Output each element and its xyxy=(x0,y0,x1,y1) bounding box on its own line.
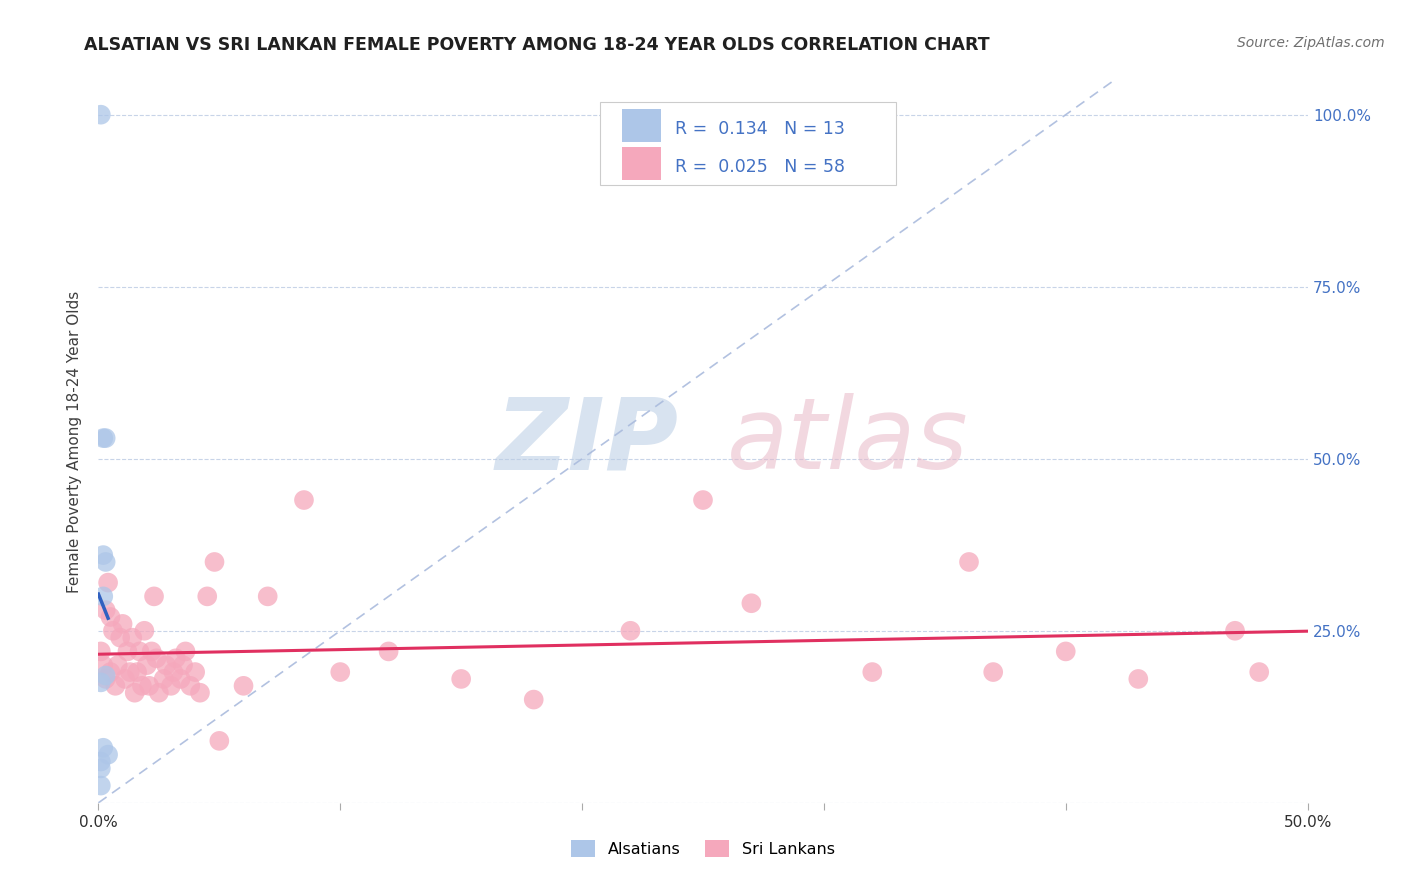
Point xyxy=(91,658,114,673)
Point xyxy=(118,665,141,679)
Point xyxy=(329,665,352,679)
Point xyxy=(90,755,112,769)
Point xyxy=(91,548,114,562)
Point xyxy=(94,672,117,686)
Text: ZIP: ZIP xyxy=(496,393,679,490)
Point xyxy=(292,493,315,508)
Point xyxy=(111,616,134,631)
Point xyxy=(148,686,170,700)
Text: atlas: atlas xyxy=(727,393,969,490)
Point xyxy=(138,679,160,693)
Point xyxy=(90,761,112,775)
Point xyxy=(94,603,117,617)
Y-axis label: Female Poverty Among 18-24 Year Olds: Female Poverty Among 18-24 Year Olds xyxy=(67,291,83,592)
Point xyxy=(141,644,163,658)
FancyBboxPatch shape xyxy=(600,102,897,185)
Point xyxy=(1054,644,1077,658)
Point xyxy=(172,658,194,673)
Point xyxy=(1249,665,1271,679)
Point xyxy=(162,665,184,679)
Text: ALSATIAN VS SRI LANKAN FEMALE POVERTY AMONG 18-24 YEAR OLDS CORRELATION CHART: ALSATIAN VS SRI LANKAN FEMALE POVERTY AM… xyxy=(84,36,990,54)
Point xyxy=(90,108,112,122)
Point xyxy=(131,679,153,693)
Text: R =  0.025   N = 58: R = 0.025 N = 58 xyxy=(675,158,845,176)
Point xyxy=(165,651,187,665)
Point xyxy=(208,734,231,748)
Point xyxy=(117,644,139,658)
Point xyxy=(179,679,201,693)
Point xyxy=(188,686,211,700)
Bar xyxy=(621,109,661,142)
Point xyxy=(860,665,883,679)
Point xyxy=(619,624,641,638)
Point xyxy=(692,493,714,508)
Point xyxy=(160,679,183,693)
Legend: Alsatians, Sri Lankans: Alsatians, Sri Lankans xyxy=(565,833,841,863)
Point xyxy=(232,679,254,693)
Bar xyxy=(621,147,661,180)
Point xyxy=(94,431,117,445)
Point xyxy=(174,644,197,658)
Point xyxy=(97,575,120,590)
Point xyxy=(256,590,278,604)
Point xyxy=(90,644,112,658)
Point xyxy=(94,668,117,682)
Point xyxy=(957,555,980,569)
Text: R =  0.134   N = 13: R = 0.134 N = 13 xyxy=(675,120,845,137)
Point xyxy=(134,624,156,638)
Point xyxy=(90,779,112,793)
Text: Source: ZipAtlas.com: Source: ZipAtlas.com xyxy=(1237,36,1385,50)
Point xyxy=(114,672,136,686)
Point xyxy=(155,658,177,673)
Point xyxy=(104,679,127,693)
Point xyxy=(981,665,1004,679)
Point xyxy=(91,431,114,445)
Point xyxy=(121,631,143,645)
Point xyxy=(143,590,166,604)
Point xyxy=(90,675,112,690)
Point xyxy=(145,651,167,665)
Point xyxy=(184,665,207,679)
Point xyxy=(107,658,129,673)
Point xyxy=(523,692,546,706)
Point xyxy=(100,610,122,624)
Point xyxy=(128,644,150,658)
Point xyxy=(108,631,131,645)
Point xyxy=(1128,672,1150,686)
Point xyxy=(97,747,120,762)
Point xyxy=(91,740,114,755)
Point xyxy=(127,665,149,679)
Point xyxy=(169,672,191,686)
Point xyxy=(377,644,399,658)
Point xyxy=(195,590,218,604)
Point xyxy=(91,590,114,604)
Point xyxy=(135,658,157,673)
Point xyxy=(450,672,472,686)
Point xyxy=(94,555,117,569)
Point xyxy=(204,555,226,569)
Point xyxy=(152,672,174,686)
Point xyxy=(124,686,146,700)
Point xyxy=(101,624,124,638)
Point xyxy=(100,665,122,679)
Point xyxy=(740,596,762,610)
Point xyxy=(1223,624,1246,638)
